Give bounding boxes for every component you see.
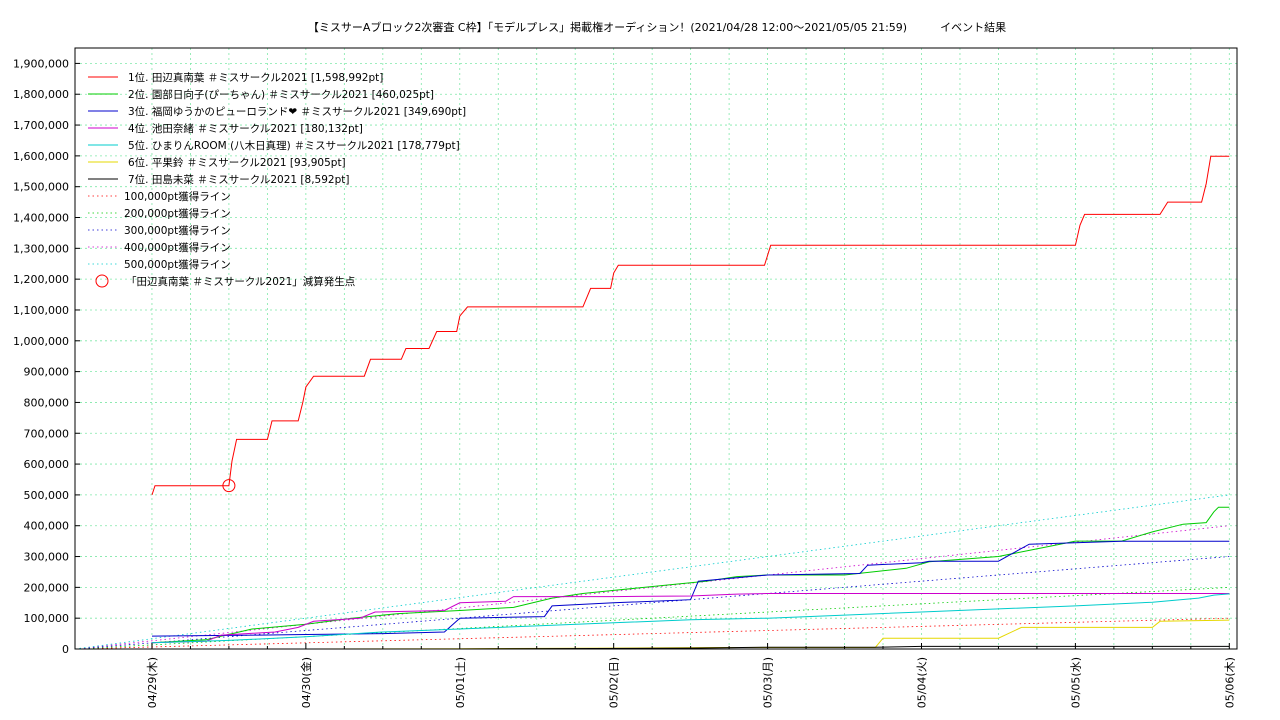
y-tick-label: 0	[62, 643, 69, 656]
y-tick-label: 1,400,000	[13, 212, 69, 225]
x-tick-label: 04/29(木)	[146, 657, 159, 708]
annotation-marker	[222, 479, 236, 493]
y-axis: 0 100,000 200,000 300,000 400,000 500,000 600,…	[13, 57, 80, 656]
series-line-1	[151, 155, 1230, 496]
y-tick-label: 1,100,000	[13, 304, 69, 317]
x-tick-label: 05/03(月)	[762, 657, 775, 708]
x-tick-label: 04/30(金)	[299, 657, 313, 708]
y-tick-label: 1,600,000	[13, 150, 69, 163]
x-axis: 04/29(木) 04/30(金) 05/01(土) 05/02(日) 05/03(月)…	[146, 643, 1236, 708]
grid	[75, 48, 1237, 649]
x-tick-label: 05/01(土)	[454, 657, 467, 708]
y-tick-label: 200,000	[24, 581, 70, 594]
legend-entry: 100,000pt獲得ライン	[124, 190, 231, 203]
series-lines	[151, 155, 1230, 650]
y-tick-label: 600,000	[24, 458, 70, 471]
legend-entry: 7位. 田島未菜 ＃ミスサークル2021 [8,592pt]	[128, 173, 349, 186]
y-tick-label: 100,000	[24, 612, 70, 625]
legend: 1位. 田辺真南葉 ＃ミスサークル2021 [1,598,992pt] 2位. 園…	[88, 71, 466, 288]
y-tick-label: 1,800,000	[13, 88, 69, 101]
legend-entry: 6位. 平果鈴 ＃ミスサークル2021 [93,905pt]	[128, 156, 346, 169]
legend-entry: 500,000pt獲得ライン	[124, 258, 231, 271]
y-tick-label: 1,900,000	[13, 57, 69, 70]
y-tick-label: 300,000	[24, 551, 70, 564]
y-tick-label: 1,300,000	[13, 242, 69, 255]
y-tick-label: 1,500,000	[13, 181, 69, 194]
y-tick-label: 1,000,000	[13, 335, 69, 348]
chart-title: 【ミスサーAブロック2次審査 C枠】「モデルプレス」掲載権オーディション！(20…	[308, 20, 1006, 34]
y-tick-label: 800,000	[24, 396, 70, 409]
legend-entry: 5位. ひまりんROOM (八木日真理) ＃ミスサークル2021 [178,77…	[128, 139, 460, 152]
x-tick-label: 05/02(日)	[608, 657, 621, 708]
y-tick-label: 1,200,000	[13, 273, 69, 286]
x-tick-label: 05/04(火)	[915, 657, 928, 708]
y-tick-label: 900,000	[24, 366, 70, 379]
x-tick-label: 05/06(木)	[1223, 657, 1236, 708]
legend-marker-icon	[95, 274, 109, 288]
decrease-point-marker	[222, 479, 236, 493]
legend-entry: 4位. 池田奈緒 ＃ミスサークル2021 [180,132pt]	[128, 122, 363, 135]
plot-frame	[74, 47, 1238, 650]
legend-entry: 1位. 田辺真南葉 ＃ミスサークル2021 [1,598,992pt]	[128, 71, 383, 84]
y-tick-label: 500,000	[24, 489, 70, 502]
series-line-5	[151, 593, 1230, 644]
y-tick-label: 700,000	[24, 427, 70, 440]
series-line-4	[151, 593, 1230, 644]
reference-line-5	[74, 494, 1230, 650]
y-tick-label: 400,000	[24, 520, 70, 533]
legend-entry: 3位. 福岡ゆうかのピューロランド❤ ＃ミスサークル2021 [349,690p…	[128, 105, 466, 118]
x-tick-label: 05/05(水)	[1069, 657, 1082, 708]
legend-entry: 400,000pt獲得ライン	[124, 241, 231, 254]
legend-entry: 2位. 園部日向子(ぴーちゃん) ＃ミスサークル2021 [460,025pt]	[128, 88, 434, 101]
series-line-3	[151, 540, 1230, 637]
legend-entry: 300,000pt獲得ライン	[124, 224, 231, 237]
reference-lines	[74, 494, 1230, 650]
reference-line-2	[74, 587, 1230, 650]
legend-entry: 200,000pt獲得ライン	[124, 207, 231, 220]
legend-entry: 「田辺真南葉 ＃ミスサークル2021」減算発生点	[126, 275, 355, 288]
reference-line-1	[74, 617, 1230, 650]
y-tick-label: 1,700,000	[13, 119, 69, 132]
